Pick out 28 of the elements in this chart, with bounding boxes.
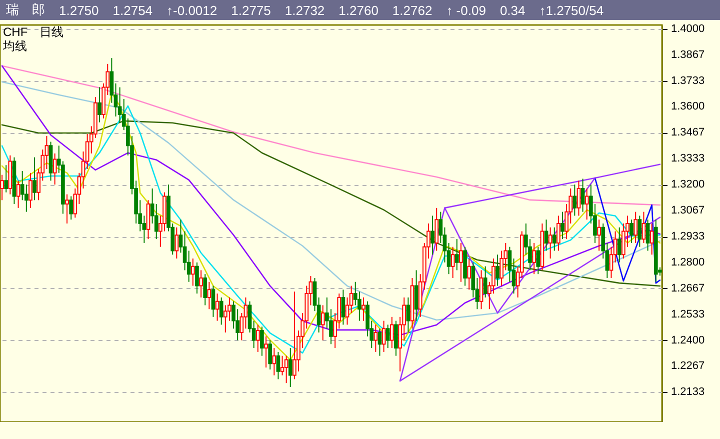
text: 1.2750 bbox=[59, 2, 99, 18]
y-tick-label: 1.2933 bbox=[671, 230, 705, 243]
y-tick-label: 1.2133 bbox=[671, 386, 705, 398]
y-tick-label: 1.3467 bbox=[671, 126, 705, 139]
y-tick-label: 1.2400 bbox=[671, 334, 705, 346]
chart-title: CHF 日线 bbox=[3, 25, 64, 39]
text: 瑞 郎 bbox=[6, 1, 45, 19]
text: ↑-0.0012 bbox=[166, 2, 218, 18]
text: 1.2762 bbox=[392, 2, 432, 18]
text: 1.2754 bbox=[112, 2, 153, 18]
text: 1.2760 bbox=[338, 2, 378, 18]
text: ↑1.2750/54 bbox=[539, 2, 604, 18]
y-tick-label: 1.3600 bbox=[671, 100, 705, 113]
text: 1.2775 bbox=[231, 2, 271, 18]
y-tick-label: 1.4000 bbox=[671, 22, 705, 35]
text: ↑ -0.09 bbox=[446, 2, 486, 18]
y-tick-label: 1.3333 bbox=[671, 152, 705, 165]
y-tick-label: 1.3067 bbox=[671, 204, 705, 216]
text: 0.34 bbox=[500, 2, 526, 18]
y-tick-label: 1.3733 bbox=[671, 74, 705, 87]
y-tick-label: 1.2533 bbox=[671, 308, 705, 320]
y-tick-label: 1.2267 bbox=[671, 360, 705, 372]
y-tick-label: 1.3200 bbox=[671, 178, 705, 191]
y-tick-label: 1.2800 bbox=[671, 256, 705, 268]
text: 均线 bbox=[3, 39, 28, 53]
text: 1.2732 bbox=[284, 2, 325, 18]
y-tick-label: 1.2667 bbox=[671, 282, 705, 294]
y-tick-label: 1.3867 bbox=[671, 48, 705, 61]
